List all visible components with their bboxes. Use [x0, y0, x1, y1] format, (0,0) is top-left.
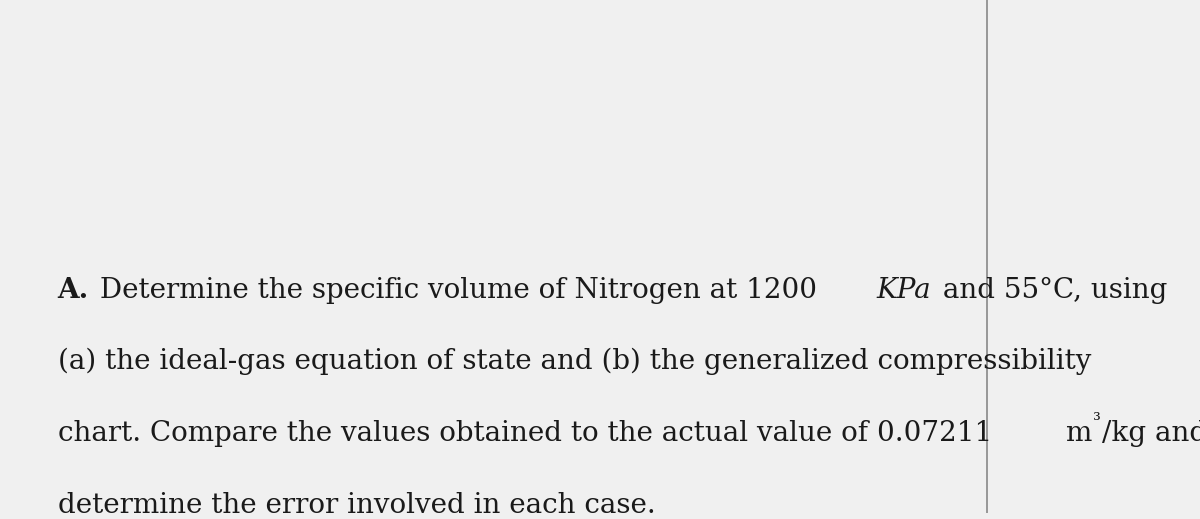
Text: /kg and: /kg and — [1102, 420, 1200, 447]
Text: A.: A. — [58, 277, 89, 304]
Text: determine the error involved in each case.: determine the error involved in each cas… — [58, 492, 655, 519]
Text: m: m — [1066, 420, 1092, 447]
Text: Determine the specific volume of Nitrogen at 1200: Determine the specific volume of Nitroge… — [91, 277, 826, 304]
Text: and 55°C, using: and 55°C, using — [935, 277, 1168, 304]
Text: chart. Compare the values obtained to the actual value of 0.07211: chart. Compare the values obtained to th… — [58, 420, 1001, 447]
Text: KPa: KPa — [876, 277, 931, 304]
Text: ³: ³ — [1093, 412, 1102, 430]
Text: (a) the ideal-gas equation of state and (b) the generalized compressibility: (a) the ideal-gas equation of state and … — [58, 348, 1091, 375]
